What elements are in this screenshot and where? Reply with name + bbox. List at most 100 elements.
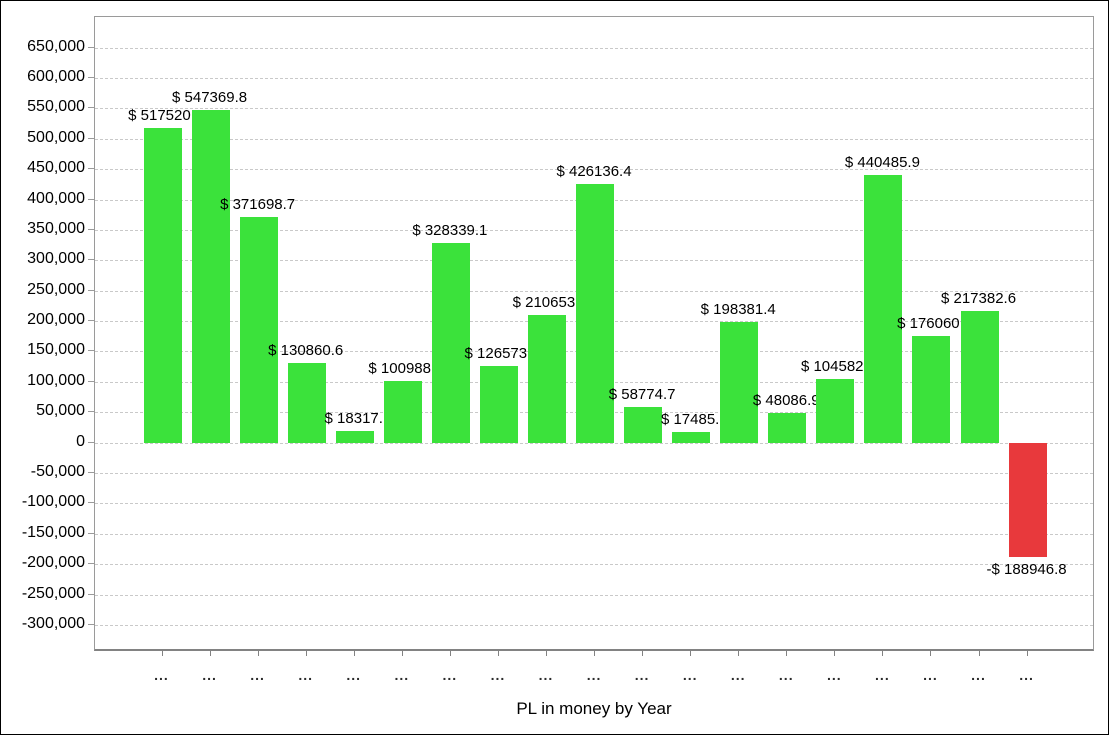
y-axis-tick-label: 600,000 (27, 68, 85, 86)
y-axis-tick (88, 289, 94, 291)
y-axis-tick (88, 532, 94, 534)
y-axis-tick-label: 550,000 (27, 98, 85, 116)
bar (335, 431, 374, 443)
y-axis-tick (88, 563, 94, 565)
x-axis-tick-label: ... (682, 667, 698, 683)
bar-value-label: $ 210653. (512, 293, 580, 311)
x-axis-tick-label: ... (394, 667, 410, 683)
bar-value-label: $ 426136.4 (556, 162, 632, 180)
y-axis-tick (88, 593, 94, 595)
bar-value-label: $ 104582. (800, 358, 868, 376)
x-axis-tick-label: ... (875, 667, 890, 683)
bar (672, 431, 711, 443)
y-axis-tick (88, 320, 94, 322)
y-axis-tick (88, 137, 94, 139)
x-axis-tick-label: ... (298, 667, 313, 683)
y-gridline (95, 472, 1093, 474)
x-axis-tick (257, 651, 259, 656)
bar-value-label: $ 48086.9 (752, 392, 820, 410)
x-axis-tick (497, 651, 499, 656)
y-axis-tick (88, 198, 94, 200)
x-axis-tick-label: ... (202, 667, 217, 683)
y-axis-tick (88, 380, 94, 382)
bar (912, 335, 951, 443)
bar-value-label: $ 126573. (464, 344, 532, 362)
bar (1008, 442, 1047, 558)
y-axis-tick-label: 650,000 (27, 37, 85, 55)
y-axis-tick (88, 471, 94, 473)
y-axis-tick-label: -150,000 (21, 523, 85, 541)
x-axis-tick (834, 651, 836, 656)
y-axis-tick (88, 46, 94, 48)
x-axis-tick (353, 651, 355, 656)
x-axis-tick-label: ... (154, 667, 169, 683)
bar-value-label: $ 130860.6 (268, 342, 344, 360)
bar (624, 406, 663, 443)
y-axis-tick (88, 411, 94, 413)
x-axis-tick-label: ... (1019, 667, 1034, 683)
y-axis-tick-label: 400,000 (27, 189, 85, 207)
y-gridline (95, 594, 1093, 596)
y-axis-tick (88, 441, 94, 443)
bar (287, 363, 326, 443)
x-axis-tick-label: ... (586, 667, 602, 683)
y-axis-tick-label: -50,000 (30, 462, 85, 480)
y-axis-tick (88, 107, 94, 109)
x-axis-tick-label: ... (250, 667, 265, 683)
x-axis-tick (642, 651, 644, 656)
x-axis-tick (209, 651, 211, 656)
bar (864, 174, 903, 443)
x-axis-tick-label: ... (971, 667, 986, 683)
y-gridline (95, 47, 1093, 49)
y-axis-tick-label: -100,000 (21, 493, 85, 511)
bar-value-label: $ 58774.7 (608, 385, 676, 403)
x-axis-tick (305, 651, 307, 656)
y-axis-tick-label: 50,000 (36, 402, 85, 420)
y-axis-tick-label: 500,000 (27, 128, 85, 146)
bar (720, 322, 759, 443)
bar (431, 243, 470, 443)
bar-value-label: $ 217382.6 (940, 289, 1017, 307)
x-axis-tick (882, 651, 884, 656)
y-axis-tick-label: 350,000 (27, 219, 85, 237)
bar-value-label: $ 440485.9 (844, 153, 920, 171)
y-axis-tick (88, 502, 94, 504)
y-gridline (95, 503, 1093, 505)
x-axis-tick (690, 651, 692, 656)
y-axis-tick (88, 350, 94, 352)
x-axis-tick (545, 651, 547, 656)
y-axis-tick (88, 228, 94, 230)
x-axis-tick (594, 651, 596, 656)
y-axis-tick-label: 250,000 (27, 280, 85, 298)
y-gridline (95, 564, 1093, 566)
x-axis-tick-label: ... (826, 667, 842, 683)
y-axis-tick-label: -250,000 (21, 584, 85, 602)
y-axis-tick (88, 168, 94, 170)
x-axis-tick-label: ... (923, 667, 938, 683)
y-gridline (95, 108, 1093, 110)
x-axis-tick-label: ... (442, 667, 458, 683)
bar (239, 216, 278, 443)
x-axis-tick (738, 651, 740, 656)
bar (768, 413, 807, 443)
y-gridline (95, 624, 1093, 626)
bar-value-label: $ 547369.8 (172, 89, 248, 107)
bar-value-label: $ 176060. (897, 314, 964, 332)
bar (383, 381, 422, 443)
bar-value-label: $ 517520. (128, 107, 195, 125)
bar (576, 183, 615, 443)
bar (816, 379, 855, 443)
y-axis-tick-label: 0 (76, 432, 85, 450)
x-axis-tick-label: ... (490, 667, 506, 683)
y-gridline (95, 78, 1093, 80)
x-axis-tick (930, 651, 932, 656)
bar-value-label: $ 18317. (324, 410, 383, 428)
bar-value-label: $ 100988. (368, 360, 436, 378)
bar-value-label: $ 198381.4 (700, 301, 776, 319)
y-gridline (95, 169, 1093, 171)
x-axis-tick-label: ... (778, 667, 794, 683)
y-axis-tick-label: -200,000 (21, 554, 85, 572)
y-axis-tick (88, 77, 94, 79)
bar (143, 128, 182, 443)
